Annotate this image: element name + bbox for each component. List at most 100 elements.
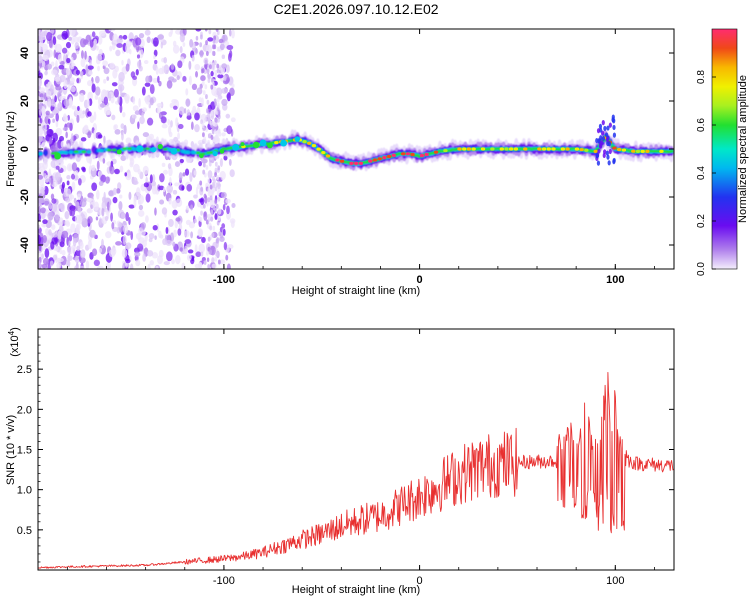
noise-blob [182, 75, 187, 82]
noise-blob [65, 131, 68, 139]
noise-blob [161, 65, 165, 75]
noise-blob [210, 110, 214, 116]
noise-blob [154, 235, 157, 240]
noise-blob [109, 62, 115, 69]
noise-blob [208, 29, 212, 35]
noise-blob [207, 187, 211, 193]
noise-blob [41, 223, 47, 228]
noise-blob [204, 84, 208, 90]
x-tick-label: 0 [417, 274, 423, 286]
noise-blob [108, 249, 116, 258]
noise-blob [118, 71, 125, 82]
noise-blob [140, 230, 146, 236]
ridge-disturbance [598, 142, 603, 148]
noise-blob [170, 29, 174, 35]
noise-blob [200, 34, 203, 40]
noise-blob [52, 254, 58, 261]
noise-blob [154, 59, 158, 65]
noise-blob [117, 95, 121, 105]
noise-blob [135, 187, 141, 197]
noise-blob [203, 63, 208, 69]
colorbar-tick-label: 0.2 [696, 214, 707, 228]
ridge-peak [499, 147, 504, 151]
noise-blob [45, 110, 50, 116]
colorbar-ticks: 0.0 0.2 0.4 0.6 0.8 [696, 70, 716, 276]
noise-blob [103, 96, 109, 106]
noise-blob [86, 80, 93, 87]
noise-blob [135, 68, 139, 76]
noise-blob [38, 65, 41, 72]
noise-blob [158, 230, 162, 239]
ridge-peak [523, 147, 528, 151]
ridge-peak [368, 159, 373, 163]
noise-blob [60, 140, 65, 148]
noise-blob [138, 209, 145, 217]
ridge-peak [457, 147, 462, 151]
noise-blob [217, 207, 222, 215]
noise-blob [181, 262, 186, 269]
noise-blob [156, 105, 161, 115]
noise-blob [125, 258, 131, 264]
noise-blob [210, 62, 216, 72]
noise-blob [183, 108, 187, 114]
snr-data [38, 371, 674, 569]
chart-title: C2E1.2026.097.10.12.E02 [273, 1, 438, 17]
noise-blob [41, 107, 46, 117]
noise-blob [111, 222, 115, 230]
x-tick-label: 100 [606, 274, 624, 286]
noise-blob [158, 185, 165, 191]
noise-blob [39, 32, 43, 41]
noise-blob [138, 97, 141, 108]
noise-blob [231, 203, 236, 208]
x-tick-label: -100 [213, 274, 235, 286]
noise-blob [216, 63, 220, 69]
noise-blob [207, 112, 211, 118]
noise-blob [217, 74, 224, 79]
noise-blob [169, 177, 172, 185]
ridge-peak [635, 149, 641, 153]
noise-blob [59, 249, 63, 255]
noise-blob [211, 126, 215, 135]
noise-blob [87, 65, 94, 70]
colorbar-gradient [711, 28, 738, 270]
noise-blob [157, 34, 164, 40]
noise-blob [159, 173, 165, 183]
noise-blob [123, 93, 130, 102]
noise-blob [151, 174, 156, 183]
noise-blob [216, 175, 220, 181]
noise-blob [219, 259, 226, 265]
noise-blob [171, 259, 175, 265]
noise-blob [51, 232, 58, 238]
noise-blob [209, 249, 213, 255]
noise-blob [71, 56, 74, 66]
noise-blob [215, 29, 219, 32]
noise-blob [139, 116, 145, 125]
noise-blob [97, 96, 101, 106]
noise-blob [42, 54, 49, 62]
noise-blob [149, 260, 155, 266]
noise-blob [143, 182, 149, 188]
noise-blob [212, 225, 216, 231]
noise-blob [121, 248, 128, 258]
noise-blob [105, 231, 112, 239]
noise-blob [91, 31, 96, 38]
noise-blob [51, 198, 57, 204]
noise-blob [105, 207, 108, 215]
noise-blob [215, 203, 219, 209]
noise-blob [38, 136, 43, 143]
noise-blob [185, 88, 189, 96]
ridge-disturbance [596, 160, 601, 166]
noise-blob [138, 65, 143, 72]
noise-blob [42, 219, 48, 225]
ridge-peak [504, 147, 509, 151]
y-tick-label: -40 [19, 237, 31, 253]
noise-blob [229, 87, 235, 97]
noise-blob [159, 199, 165, 205]
noise-blob [203, 211, 207, 217]
noise-blob [225, 113, 231, 119]
noise-blob [193, 170, 197, 176]
noise-blob [144, 82, 151, 87]
noise-blob [190, 231, 194, 239]
noise-blob [149, 84, 155, 95]
noise-blob [71, 162, 78, 172]
